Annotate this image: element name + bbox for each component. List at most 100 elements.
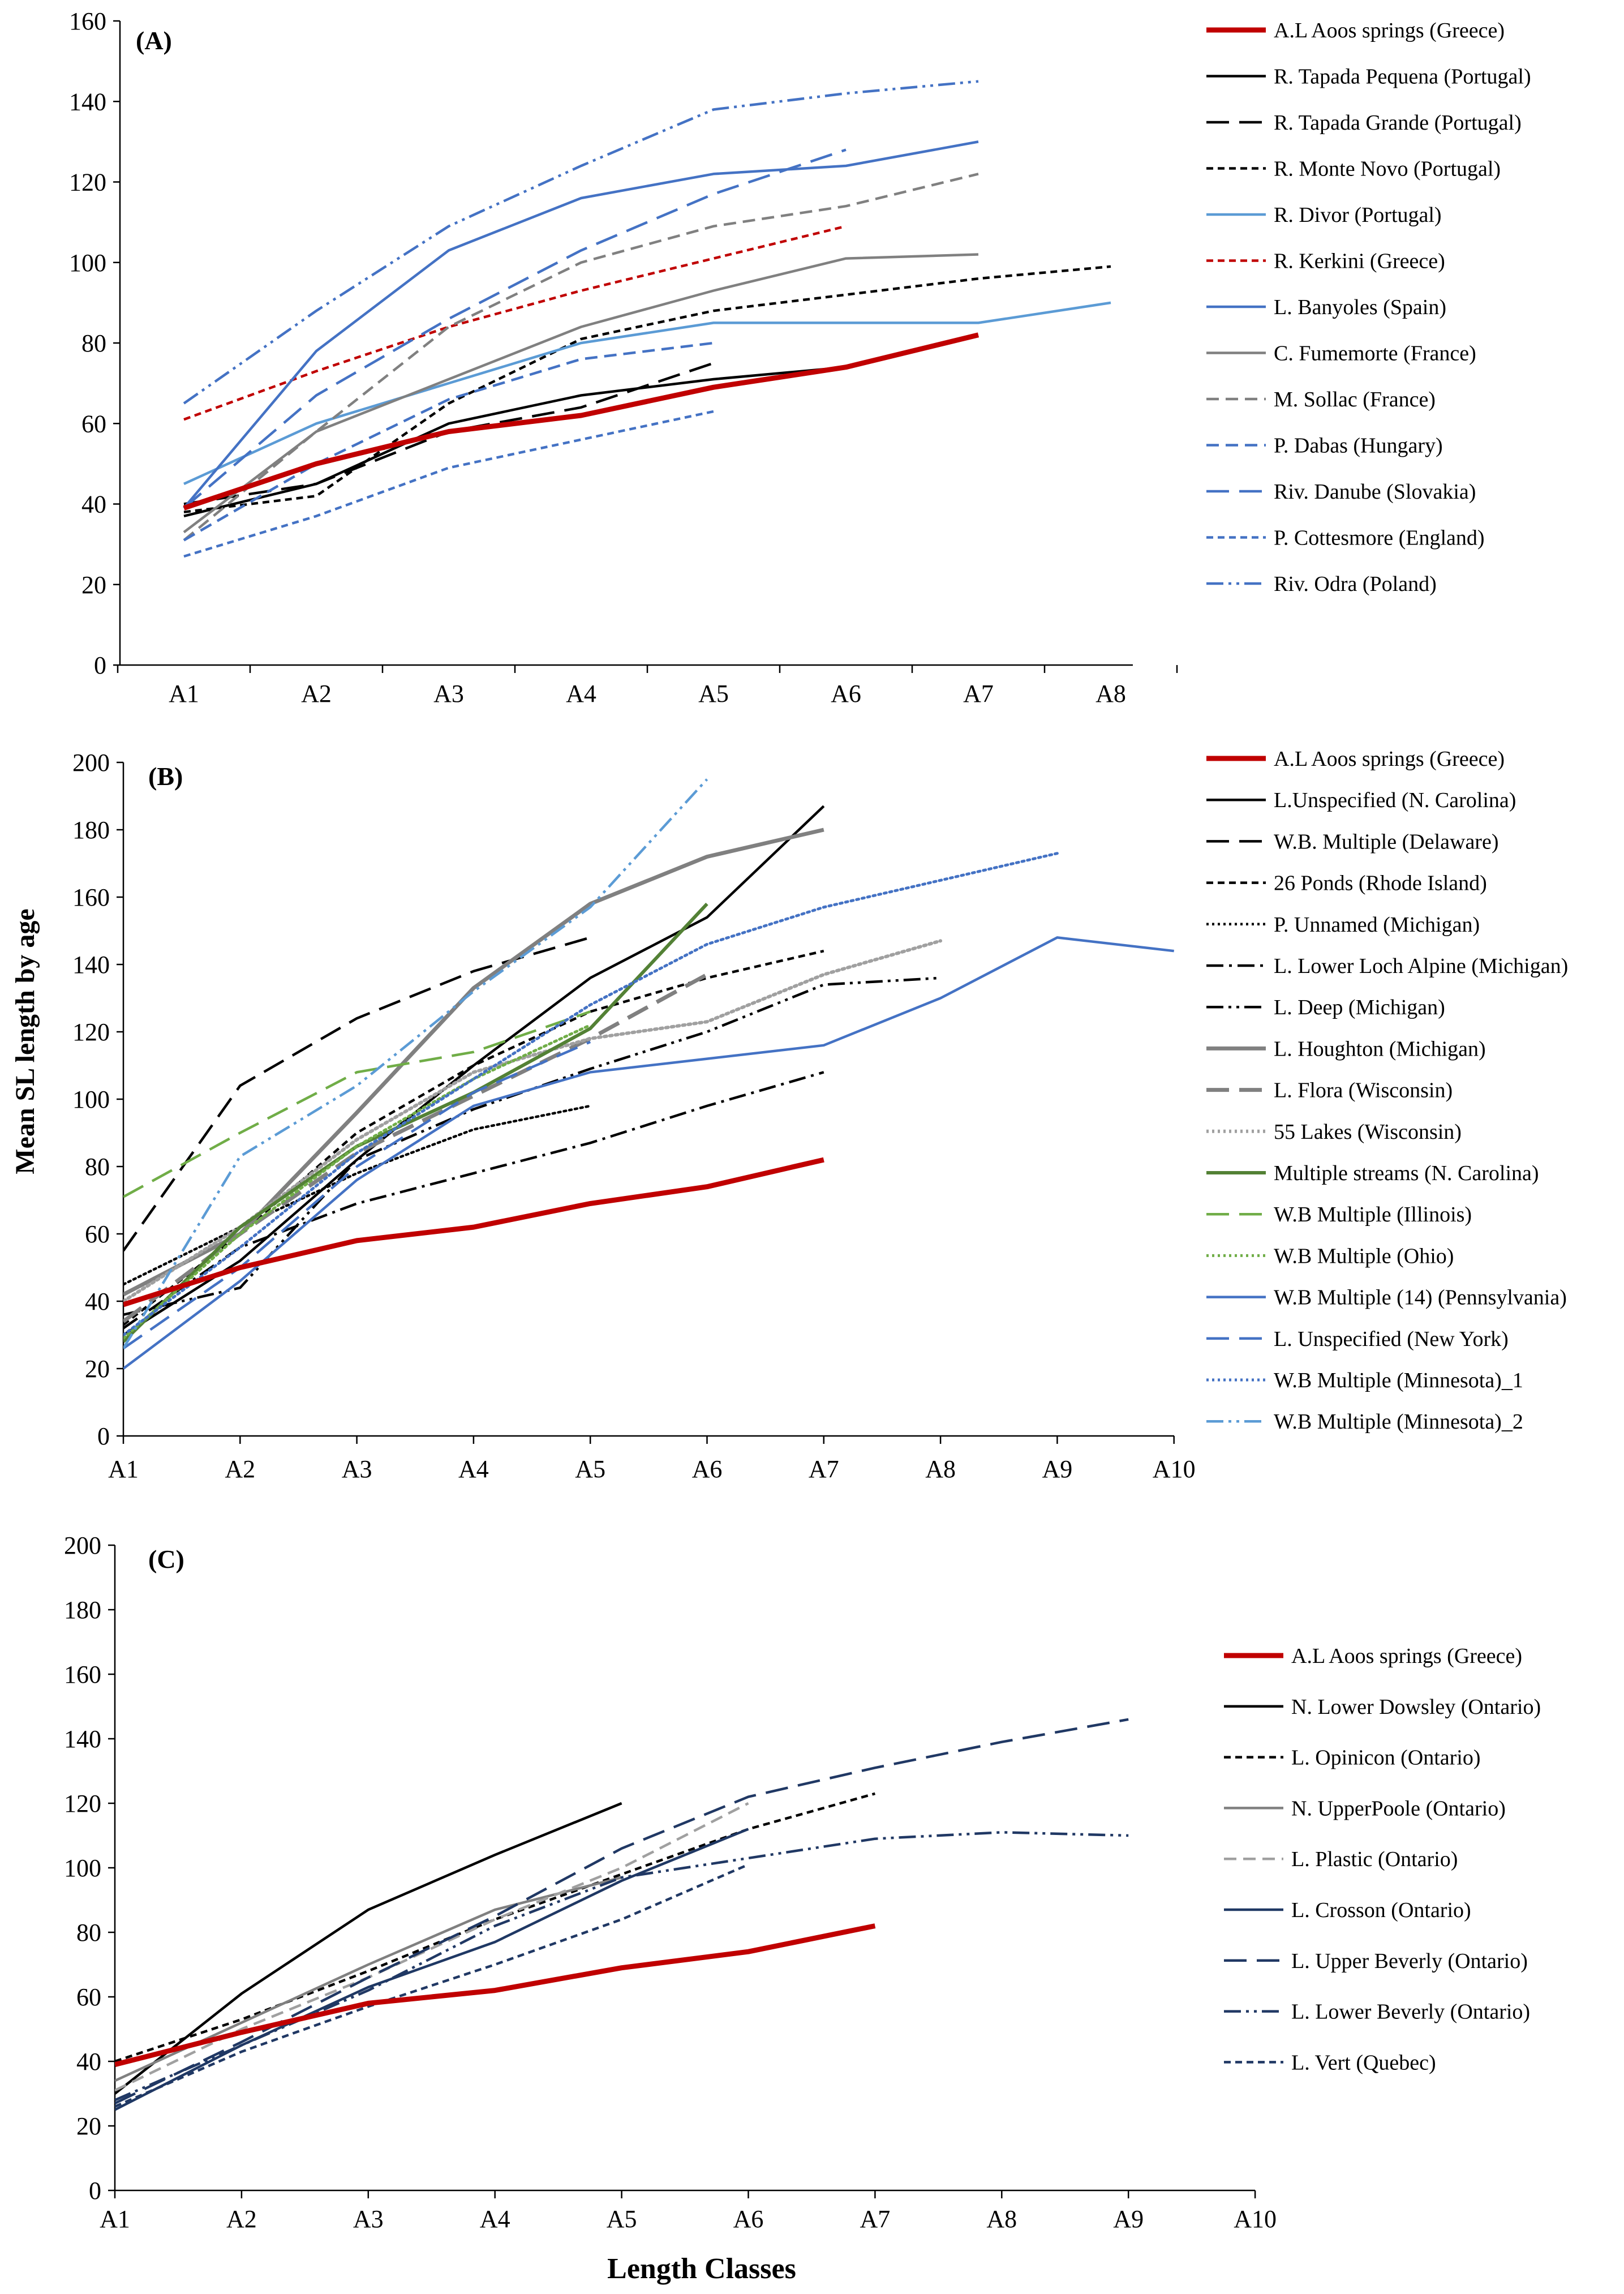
y-tick-label: 140 xyxy=(69,88,106,115)
y-tick-label: 60 xyxy=(81,410,106,438)
series-line-1 xyxy=(123,1157,824,1307)
legend-label: L. Houghton (Michigan) xyxy=(1274,1037,1486,1061)
series-line-7 xyxy=(183,140,979,509)
x-tick-label: A2 xyxy=(301,680,332,708)
x-tick-label: A3 xyxy=(433,680,464,708)
y-tick-label: 120 xyxy=(64,1790,101,1817)
legend-label: R. Tapada Pequena (Portugal) xyxy=(1274,65,1531,89)
y-tick-label: 120 xyxy=(69,169,106,196)
y-tick-label: 20 xyxy=(81,571,106,599)
x-tick-label: A6 xyxy=(733,2205,764,2233)
y-tick-label: 40 xyxy=(76,2048,101,2076)
x-tick-label: A2 xyxy=(225,1455,255,1483)
legend-label: P. Unnamed (Michigan) xyxy=(1274,913,1480,937)
x-tick-label: A8 xyxy=(925,1455,956,1483)
y-tick-label: 140 xyxy=(64,1725,101,1753)
panel-label: (A) xyxy=(136,26,172,55)
legend-label: L. Vert (Quebec) xyxy=(1291,2051,1436,2074)
series-line-7 xyxy=(115,1718,1129,2105)
y-tick-label: 160 xyxy=(69,7,106,35)
series-line-14 xyxy=(123,936,1174,1370)
y-tick-label: 80 xyxy=(85,1153,110,1181)
x-tick-label: A2 xyxy=(226,2205,257,2233)
series-line-7 xyxy=(123,976,941,1316)
x-tick-label: A10 xyxy=(1234,2205,1277,2233)
y-tick-label: 0 xyxy=(94,651,106,679)
legend-label: L. Lower Loch Alpine (Michigan) xyxy=(1274,954,1568,978)
y-tick-label: 0 xyxy=(97,1422,110,1450)
panel-label: (C) xyxy=(148,1545,184,1573)
y-tick-label: 20 xyxy=(85,1355,110,1383)
legend-label: L. Lower Beverly (Ontario) xyxy=(1291,2000,1530,2024)
x-tick-label: A6 xyxy=(692,1455,723,1483)
legend-label: Riv. Odra (Poland) xyxy=(1274,572,1437,596)
legend-label: W.B Multiple (Ohio) xyxy=(1274,1244,1454,1268)
legend-label: Riv. Danube (Slovakia) xyxy=(1274,480,1476,504)
series-line-11 xyxy=(183,148,847,509)
legend-label: L. Crosson (Ontario) xyxy=(1291,1898,1471,1922)
legend-label: M. Sollac (France) xyxy=(1274,388,1436,411)
y-tick-label: 160 xyxy=(72,884,110,911)
series-line-9 xyxy=(183,173,979,542)
series-line-6 xyxy=(115,1828,749,2111)
series-line-5 xyxy=(115,1802,749,2092)
legend-label: L. Flora (Wisconsin) xyxy=(1274,1079,1453,1103)
y-tick-label: 100 xyxy=(69,249,106,277)
series-line-11 xyxy=(123,902,708,1343)
legend-label: W.B Multiple (14) (Pennsylvania) xyxy=(1274,1286,1567,1310)
y-tick-label: 180 xyxy=(64,1596,101,1624)
series-line-16 xyxy=(123,852,1059,1336)
x-tick-label: A1 xyxy=(169,680,199,708)
legend-label: L. Deep (Michigan) xyxy=(1274,996,1445,1019)
series-line-2 xyxy=(115,1802,622,2095)
legend-label: A.L Aoos springs (Greece) xyxy=(1274,19,1505,42)
series-line-1 xyxy=(183,332,979,511)
legend-label: R. Kerkini (Greece) xyxy=(1274,250,1445,273)
series-line-9 xyxy=(115,1863,749,2108)
series-line-12 xyxy=(183,410,714,558)
x-tick-label: A9 xyxy=(1113,2205,1144,2233)
legend-label: L. Opinicon (Ontario) xyxy=(1291,1746,1481,1770)
legend-label: 55 Lakes (Wisconsin) xyxy=(1274,1120,1462,1144)
panel-label: (B) xyxy=(148,762,183,791)
series-line-2 xyxy=(183,366,847,517)
x-tick-label: A5 xyxy=(607,2205,637,2233)
y-tick-label: 100 xyxy=(72,1086,110,1113)
series-line-10 xyxy=(123,939,943,1303)
series-line-2 xyxy=(123,805,825,1336)
x-tick-label: A7 xyxy=(963,680,994,708)
series-line-8 xyxy=(115,1831,1129,2102)
charts: 0 20 40 60 80 100 120 140 160 A1 A2 A3 A4 A5 A6 A7 A8 (A)… xyxy=(64,7,1568,2233)
legend-label: P. Dabas (Hungary) xyxy=(1274,434,1443,458)
series-line-8 xyxy=(183,253,979,534)
x-tick-label: A4 xyxy=(458,1455,489,1483)
y-tick-label: 200 xyxy=(64,1532,101,1559)
y-tick-label: 160 xyxy=(64,1661,101,1688)
x-tick-label: A4 xyxy=(566,680,596,708)
y-axis-title: Mean SL length by age xyxy=(10,908,40,1174)
series-line-10 xyxy=(183,341,714,542)
series-line-9 xyxy=(123,972,708,1323)
legend-label: R. Tapada Grande (Portugal) xyxy=(1274,111,1522,135)
x-tick-label: A8 xyxy=(1095,680,1126,708)
series-line-5 xyxy=(123,1104,592,1286)
y-tick-label: 40 xyxy=(81,491,106,518)
series-line-13 xyxy=(123,1023,592,1340)
legend-label: N. Lower Dowsley (Ontario) xyxy=(1291,1695,1541,1719)
legend-label: P. Cottesmore (England) xyxy=(1274,526,1485,550)
x-tick-label: A1 xyxy=(108,1455,139,1483)
y-tick-label: 60 xyxy=(85,1220,110,1248)
y-tick-label: 180 xyxy=(72,816,110,844)
x-tick-label: A8 xyxy=(986,2205,1017,2233)
legend-label: A.L Aoos springs (Greece) xyxy=(1291,1644,1522,1668)
x-tick-label: A10 xyxy=(1153,1455,1196,1483)
x-tick-label: A4 xyxy=(480,2205,510,2233)
y-tick-label: 80 xyxy=(81,329,106,357)
series-line-12 xyxy=(123,1010,591,1198)
series-line-17 xyxy=(123,778,708,1349)
legend-label: W.B Multiple (Minnesota)_1 xyxy=(1274,1369,1523,1392)
legend-label: 26 Ponds (Rhode Island) xyxy=(1274,872,1487,895)
x-tick-label: A5 xyxy=(698,680,729,708)
y-tick-label: 120 xyxy=(72,1018,110,1046)
